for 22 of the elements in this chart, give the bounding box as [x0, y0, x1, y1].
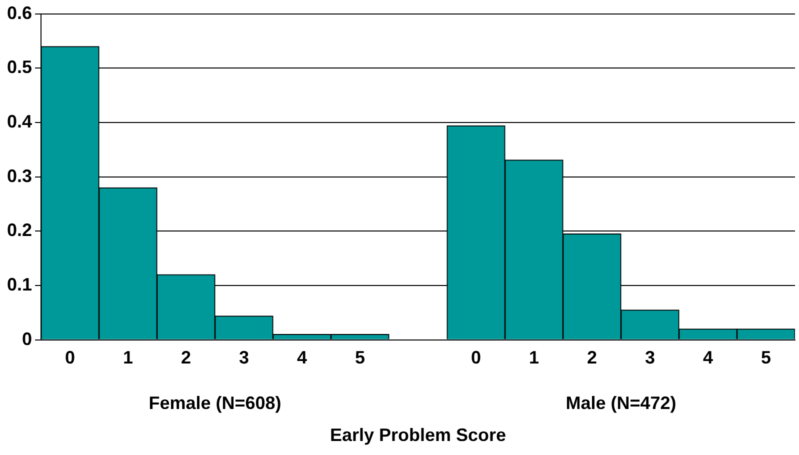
- x-tick-label: 1: [529, 348, 540, 368]
- x-tick-label: 2: [587, 348, 598, 368]
- x-tick-label: 3: [644, 348, 656, 368]
- x-tick-label: 5: [760, 348, 772, 368]
- y-tick-label: 0: [22, 328, 32, 349]
- y-tick-label: 0.3: [6, 166, 32, 186]
- y-tick-label: 0.5: [6, 57, 32, 78]
- y-tick-label: 0.6: [6, 2, 32, 23]
- y-tick-label: 0.1: [6, 274, 32, 294]
- y-tick-label: 0.4: [6, 111, 32, 132]
- x-tick-label: 2: [181, 348, 192, 368]
- x-tick-label: 5: [355, 348, 366, 368]
- x-tick-label: 4: [702, 348, 714, 368]
- x-tick-label: 0: [65, 348, 76, 368]
- text: Female (N=608): [148, 392, 282, 413]
- x-tick-label: 0: [471, 348, 482, 368]
- x-tick-label: 4: [297, 348, 308, 368]
- x-tick-label: 3: [239, 348, 250, 368]
- x-tick-label: 1: [123, 348, 134, 368]
- y-tick-label: 0.2: [6, 220, 32, 240]
- text: Male (N=472): [566, 392, 676, 413]
- x-axis-title: Early Problem Score: [330, 425, 506, 446]
